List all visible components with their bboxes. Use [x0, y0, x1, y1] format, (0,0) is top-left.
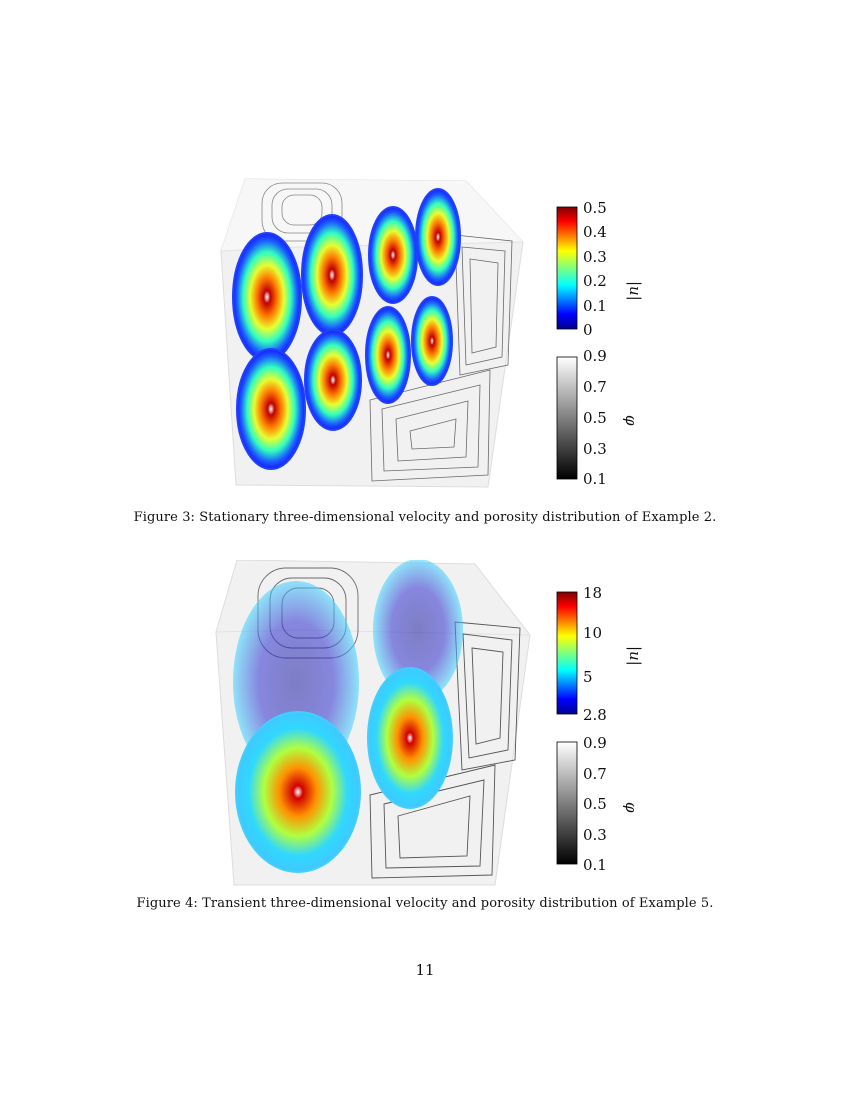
velocity-tick: 0.2	[583, 272, 607, 290]
figure-4-plot: 18 10 5 2.8 |u| 0.9 0.7 0.5 0.3 0.1 φ	[215, 560, 644, 886]
porosity-tick: 0.9	[583, 347, 607, 365]
page-number: 11	[415, 961, 435, 979]
velocity-tick: 0	[583, 321, 593, 339]
porosity-colorbar-label: φ	[622, 415, 640, 426]
velocity-vortices	[233, 560, 463, 873]
velocity-tick: 0.5	[583, 199, 607, 217]
velocity-vortices	[232, 188, 461, 470]
porosity-tick: 0.1	[583, 856, 607, 874]
porosity-tick: 0.1	[583, 470, 607, 488]
velocity-tick: 0.4	[583, 223, 607, 241]
porosity-colorbar-label: φ	[622, 802, 640, 813]
figure-4: 18 10 5 2.8 |u| 0.9 0.7 0.5 0.3 0.1 φ	[0, 560, 850, 890]
porosity-tick: 0.3	[583, 440, 607, 458]
velocity-tick: 18	[583, 584, 602, 602]
porosity-tick: 0.9	[583, 734, 607, 752]
figure-3-caption: Figure 3: Stationary three-dimensional v…	[133, 510, 717, 525]
velocity-colorbar: 18 10 5 2.8 |u|	[556, 584, 644, 724]
figure-4-caption: Figure 4: Transient three-dimensional ve…	[136, 896, 714, 911]
velocity-tick: 5	[583, 668, 593, 686]
porosity-tick: 0.3	[583, 826, 607, 844]
porosity-tick: 0.5	[583, 795, 607, 813]
porosity-tick: 0.5	[583, 409, 607, 427]
porosity-colorbar: 0.9 0.7 0.5 0.3 0.1 φ	[556, 734, 640, 874]
porosity-colorbar: 0.9 0.7 0.5 0.3 0.1 φ	[556, 347, 640, 488]
velocity-colorbar-label: |u|	[626, 281, 644, 301]
velocity-tick: 0.3	[583, 248, 607, 266]
velocity-tick: 10	[583, 624, 602, 642]
figure-3-plot: 0.5 0.4 0.3 0.2 0.1 0 |u| 0.9 0.7 0.5 0.…	[220, 178, 644, 488]
velocity-colorbar-label: |u|	[626, 646, 644, 666]
velocity-colorbar: 0.5 0.4 0.3 0.2 0.1 0 |u|	[556, 199, 644, 339]
porosity-tick: 0.7	[583, 765, 607, 783]
velocity-tick: 0.1	[583, 297, 607, 315]
porosity-contours-back	[261, 182, 513, 482]
porosity-tick: 0.7	[583, 378, 607, 396]
figure-3: 0.5 0.4 0.3 0.2 0.1 0 |u| 0.9 0.7 0.5 0.…	[0, 175, 850, 490]
velocity-tick: 2.8	[583, 706, 607, 724]
